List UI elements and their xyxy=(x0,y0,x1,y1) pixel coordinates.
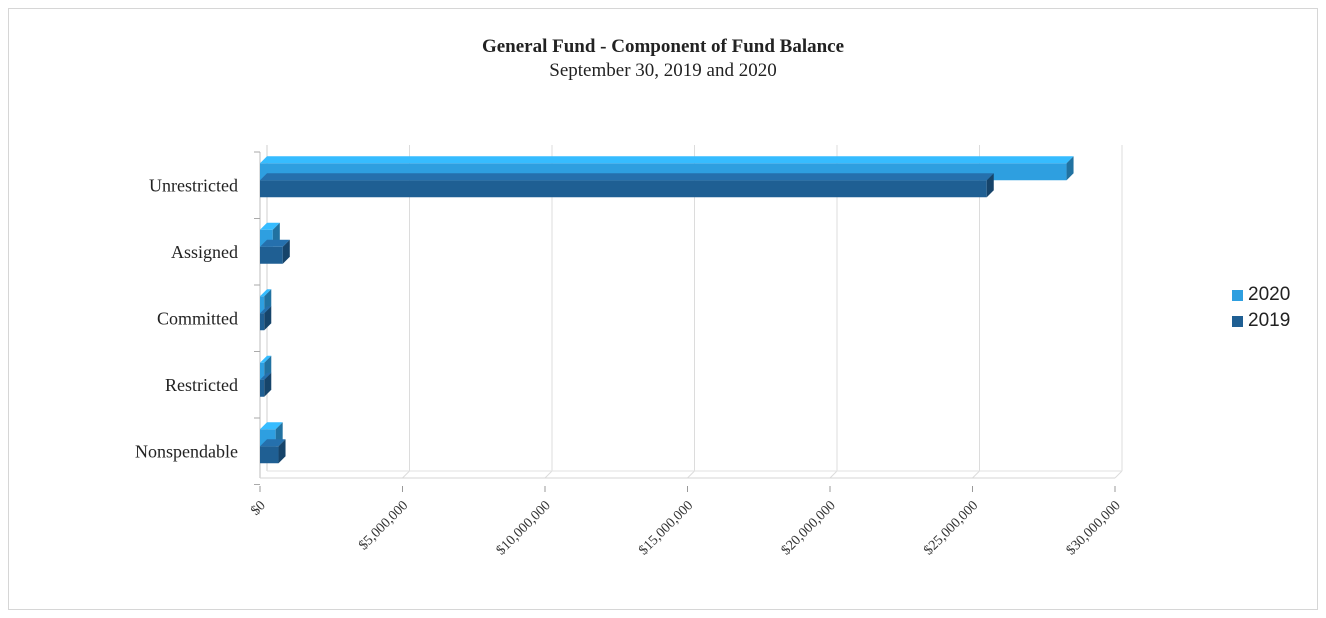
category-label: Committed xyxy=(157,308,238,328)
legend-label-2019: 2019 xyxy=(1248,310,1291,331)
bar-front xyxy=(260,362,265,380)
grid-lines xyxy=(402,145,1123,479)
gridline-floor xyxy=(544,470,553,479)
bar-front xyxy=(260,313,265,331)
bar-top xyxy=(260,439,286,447)
bar-2019-restricted xyxy=(260,372,272,397)
legend-swatch-2020 xyxy=(1232,289,1243,301)
bar-top xyxy=(260,289,272,297)
bar-end xyxy=(264,372,272,397)
bar-end xyxy=(278,439,286,464)
bar-front xyxy=(260,296,265,314)
bar-top xyxy=(260,222,280,230)
legend-label-2020: 2020 xyxy=(1248,284,1291,305)
legend-swatch-2019 xyxy=(1232,315,1243,327)
gridline-floor xyxy=(687,470,695,479)
x-tick-label: $15,000,000 xyxy=(636,498,696,558)
bar-top xyxy=(260,306,272,314)
bar-2019-committed xyxy=(260,306,272,331)
x-tick-label: $25,000,000 xyxy=(921,498,981,558)
bar-2019-nonspendable xyxy=(260,439,286,464)
bar-end xyxy=(264,306,272,331)
gridline-floor xyxy=(829,470,838,479)
x-tick-label: $30,000,000 xyxy=(1064,498,1124,558)
gridline-floor xyxy=(402,470,410,479)
bar-front xyxy=(260,246,283,264)
legend: 2020 2019 xyxy=(1232,282,1290,334)
category-label: Nonspendable xyxy=(135,441,238,461)
chart-frame xyxy=(8,8,1318,610)
bar-end xyxy=(986,173,994,198)
bar-top xyxy=(260,422,283,430)
bar-top xyxy=(260,355,272,363)
category-labels: Unrestricted Assigned Committed Restricted N… xyxy=(135,175,238,461)
bar-top xyxy=(260,156,1074,164)
bar-end xyxy=(282,239,290,264)
category-label: Restricted xyxy=(165,375,238,395)
chart-subtitle: September 30, 2019 and 2020 xyxy=(549,60,777,81)
gridline-floor xyxy=(972,470,980,479)
bar-front xyxy=(260,180,987,198)
legend-item-2019: 2019 xyxy=(1232,308,1290,334)
chart-title: General Fund - Component of Fund Balance xyxy=(481,36,845,57)
x-tick-label: $5,000,000 xyxy=(356,498,411,553)
category-label: Assigned xyxy=(171,242,238,262)
bar-top xyxy=(260,173,994,181)
bars xyxy=(260,156,1074,464)
x-tick-labels: $0 $5,000,000 $10,000,000 $15,000,000 $20,00… xyxy=(248,486,1124,558)
bar-top xyxy=(260,239,290,247)
bar-front xyxy=(260,446,279,464)
bar-2019-unrestricted xyxy=(260,173,994,198)
legend-item-2020: 2020 xyxy=(1232,282,1290,308)
gridline-floor xyxy=(1114,470,1123,479)
bar-top xyxy=(260,372,272,380)
category-label: Unrestricted xyxy=(149,175,238,195)
x-tick-label: $20,000,000 xyxy=(779,498,839,558)
x-tick-label: $0 xyxy=(248,498,269,519)
bar-2019-assigned xyxy=(260,239,290,264)
bar-end xyxy=(1066,156,1074,181)
bar-front xyxy=(260,379,265,397)
x-tick-label: $10,000,000 xyxy=(494,498,554,558)
